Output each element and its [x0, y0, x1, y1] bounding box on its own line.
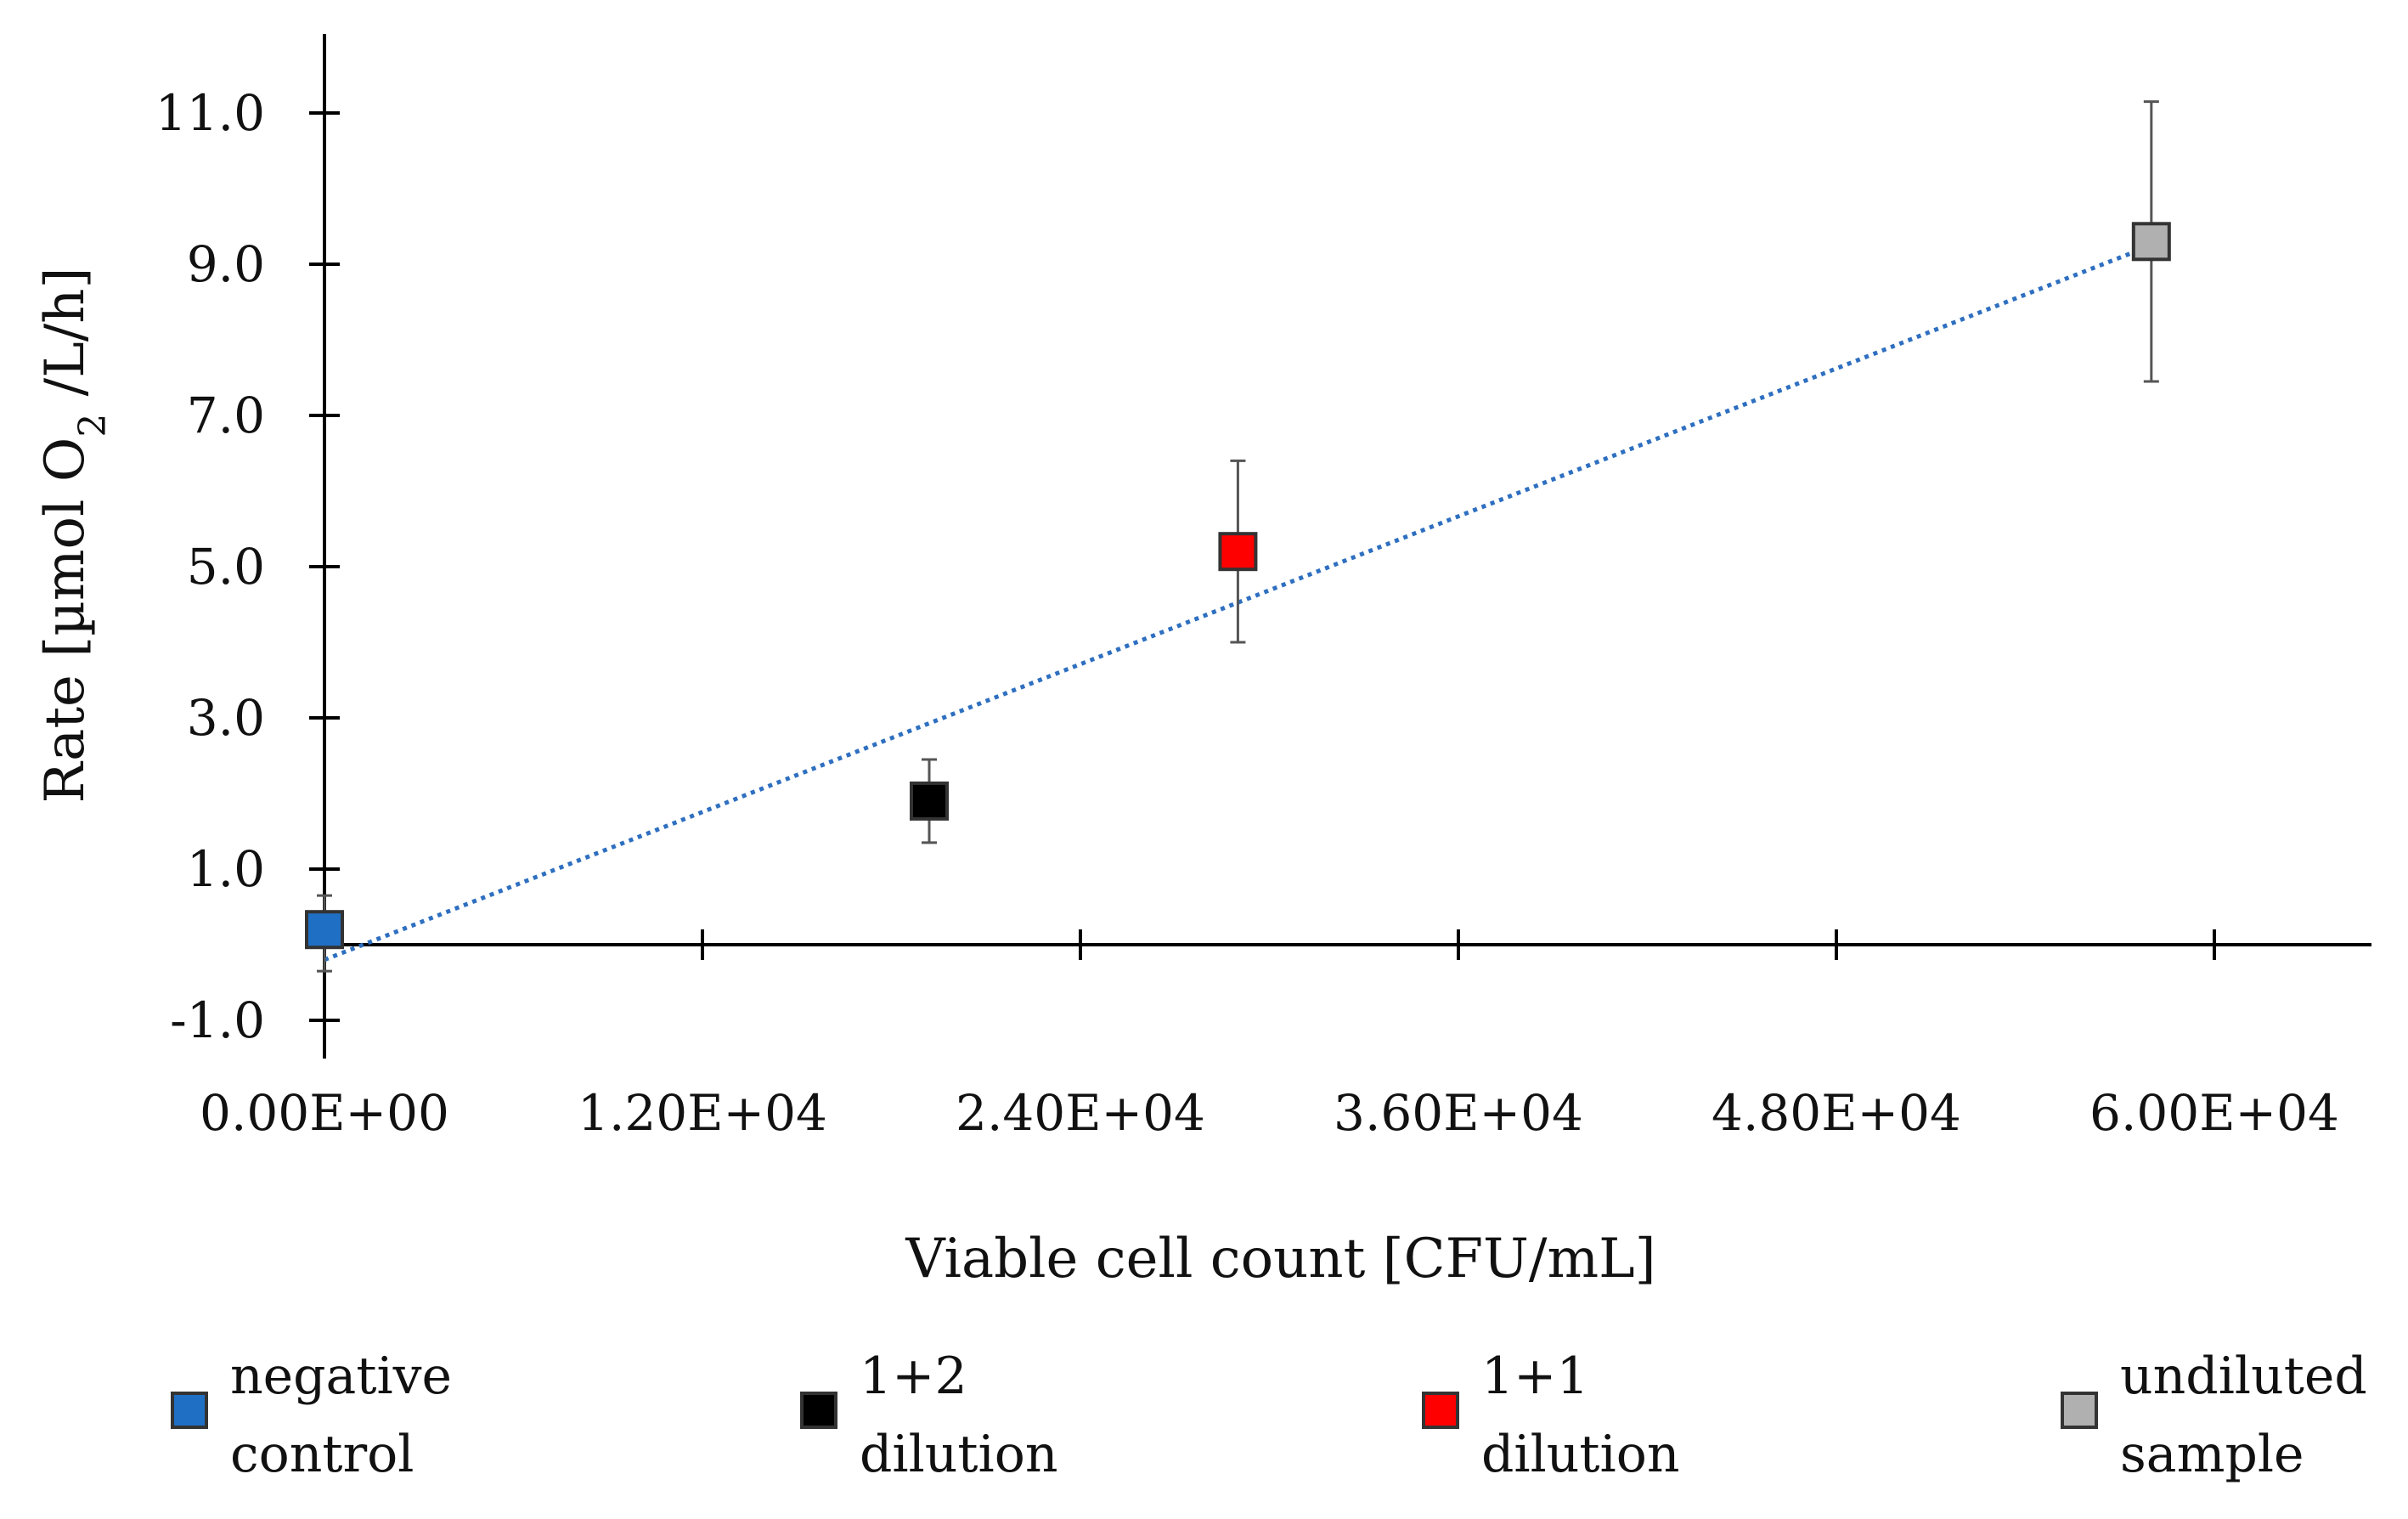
legend-label: control [230, 1425, 414, 1484]
legend: negative control 1+2 dilution 1+1 dilution und… [171, 1347, 2367, 1484]
marker [305, 910, 344, 950]
legend-item: 1+1 dilution [1422, 1347, 1680, 1484]
legend-label: undiluted [2120, 1347, 2367, 1406]
legend-swatch [2061, 1392, 2098, 1429]
data-point-undiluted-sample [2131, 100, 2171, 383]
legend-label: dilution [860, 1425, 1058, 1484]
x-tick-label: 4.80E+04 [1712, 1084, 1961, 1142]
y-tick-label: -1.0 [170, 991, 265, 1049]
marker [1218, 532, 1258, 572]
y-tick-label: 11.0 [155, 84, 265, 142]
legend-swatch [171, 1392, 208, 1429]
legend-item: undiluted sample [2061, 1347, 2367, 1484]
legend-label: 1+2 [860, 1347, 967, 1406]
y-axis-title-subscript: 2 [71, 414, 115, 438]
y-axis-title: Rate [µmol O2 /L/h] [34, 268, 115, 804]
y-tick-label: 3.0 [187, 689, 265, 747]
marker [910, 781, 949, 821]
y-tick-label: 7.0 [187, 387, 265, 444]
data-points [305, 100, 2171, 973]
data-point-1-1-dilution [1218, 459, 1258, 644]
legend-label: sample [2120, 1425, 2304, 1484]
x-axis-title: Viable cell count [CFU/mL] [905, 1228, 1655, 1290]
x-tick-label: 0.00E+00 [200, 1084, 449, 1142]
data-point-1-2-dilution [910, 758, 949, 844]
data-point-negative-control [305, 894, 344, 973]
y-tick-label: 5.0 [187, 538, 265, 596]
legend-swatch [1422, 1392, 1459, 1429]
legend-swatch [800, 1392, 837, 1429]
y-tick-label: 1.0 [187, 840, 265, 898]
legend-label: negative [230, 1347, 452, 1406]
legend-item: negative control [171, 1347, 452, 1484]
x-tick-label: 2.40E+04 [956, 1084, 1205, 1142]
x-tick-label: 3.60E+04 [1334, 1084, 1583, 1142]
legend-label: dilution [1481, 1425, 1680, 1484]
y-tick-label: 9.0 [187, 235, 265, 293]
legend-label: 1+1 [1481, 1347, 1589, 1406]
legend-item: 1+2 dilution [800, 1347, 1058, 1484]
marker [2131, 222, 2171, 262]
axes: -1.0 1.0 3.0 5.0 7.0 9.0 11.0 0.00E+00 1.20E+04 2… [155, 34, 2371, 1142]
x-tick-label: 6.00E+04 [2089, 1084, 2339, 1142]
x-tick-label: 1.20E+04 [578, 1084, 827, 1142]
